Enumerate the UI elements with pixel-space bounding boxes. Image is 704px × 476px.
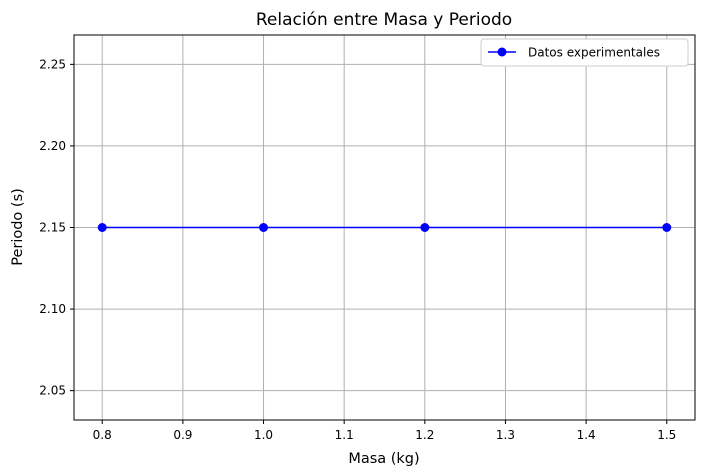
y-axis: 2.05 2.10 2.15 2.20 2.25: [39, 57, 74, 398]
x-tick-label: 1.2: [415, 428, 434, 442]
y-tick-label: 2.15: [39, 221, 66, 235]
chart-title: Relación entre Masa y Periodo: [256, 10, 512, 30]
y-tick-label: 2.10: [39, 302, 66, 316]
x-tick-label: 1.3: [496, 428, 515, 442]
legend-label: Datos experimentales: [528, 46, 660, 60]
x-tick-label: 1.0: [254, 428, 273, 442]
x-axis: 0.8 0.9 1.0 1.1 1.2 1.3 1.4 1.5: [93, 420, 676, 442]
legend-box: [480, 38, 689, 67]
y-axis-label: Periodo (s): [10, 188, 26, 266]
x-axis-label: Masa (kg): [348, 451, 419, 467]
y-tick-label: 2.25: [39, 57, 66, 71]
y-tick-label: 2.20: [39, 139, 66, 153]
x-tick-label: 0.8: [93, 428, 112, 442]
data-point: [420, 223, 430, 232]
x-tick-label: 0.9: [173, 428, 192, 442]
y-tick-label: 2.05: [39, 384, 66, 398]
data-point: [662, 223, 672, 232]
legend-marker-swatch: [497, 47, 507, 57]
x-tick-label: 1.1: [335, 428, 354, 442]
legend: Datos experimentales: [480, 38, 689, 67]
series-layer: [97, 223, 672, 232]
x-tick-label: 1.5: [657, 428, 676, 442]
x-tick-label: 1.4: [577, 428, 596, 442]
data-point: [97, 223, 107, 232]
data-point: [259, 223, 269, 232]
